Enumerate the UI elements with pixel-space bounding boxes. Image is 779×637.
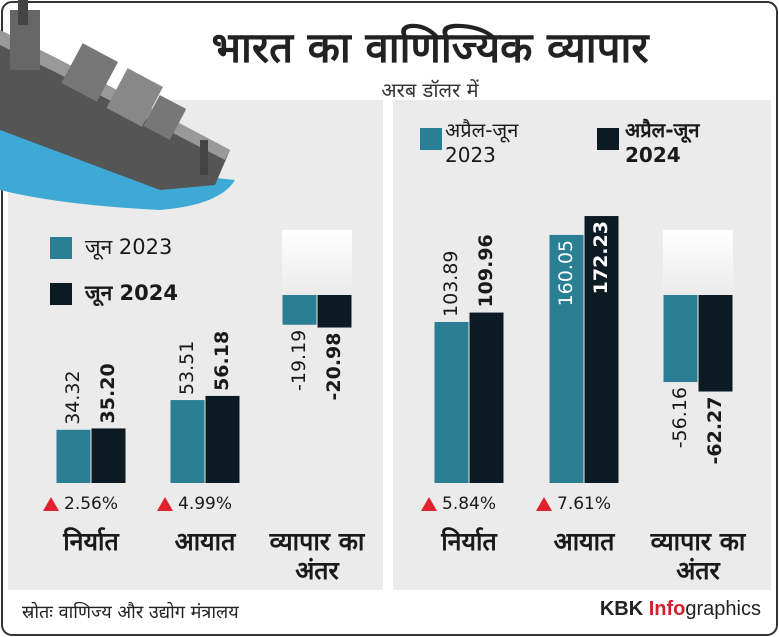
credit-highlight: Info [648,598,686,620]
bar [91,428,126,483]
category-label: व्यापार का अंतर [650,527,746,585]
credit-brand: KBK [599,598,644,620]
value-label: 56.18 [211,331,233,391]
value-label: -19.19 [288,330,310,391]
legend-swatch [50,283,72,305]
category-label: निर्यात [441,527,497,556]
legend-swatch [420,128,442,150]
up-triangle [157,497,173,511]
legend-label: जून 2024 [85,281,178,305]
bar [698,295,733,392]
growth-label: 2.56% [64,494,118,514]
value-label: -56.16 [669,387,691,448]
ship-illustration [0,0,235,210]
value-label: -62.27 [704,397,726,465]
bar [584,216,619,483]
growth-label: 4.99% [178,494,232,514]
source: स्रोतः वाणिज्य और उद्योग मंत्रालय [22,602,239,623]
bar [317,295,352,328]
gap-fade [282,230,352,295]
up-triangle [421,497,437,511]
category-label: आयात [174,527,236,556]
up-triangle [43,497,59,511]
category-label: निर्यात [63,527,119,556]
value-label: 172.23 [590,221,612,294]
legend-swatch [597,128,619,150]
title: भारत का वाणिज्यिक व्यापार [211,23,649,72]
category-label: व्यापार का अंतर [269,527,365,585]
legend-label: जून 2023 [85,235,173,259]
category-label: आयात [553,527,615,556]
credit: KBK Infographics [600,598,761,621]
value-label: 103.89 [440,250,462,316]
bar [549,234,584,483]
bar [434,321,469,483]
bar [170,400,205,483]
gap-fade [663,230,733,295]
subtitle: अरब डॉलर में [381,78,479,102]
value-label: 34.32 [62,370,84,424]
bar [56,429,91,483]
legend-swatch [50,237,72,259]
up-triangle [536,497,552,511]
bar [469,312,504,483]
value-label: 35.20 [97,363,119,423]
legend-label: अप्रैल-जून 2024 [625,118,700,167]
value-label: 109.96 [475,234,497,307]
growth-label: 7.61% [557,494,611,514]
credit-rest: graphics [685,598,761,620]
bar [205,395,240,483]
bar [663,295,698,383]
bar [282,295,317,325]
value-label: 160.05 [555,240,577,306]
value-label: -20.98 [323,333,345,401]
value-label: 53.51 [176,341,198,395]
legend-label: अप्रैल-जून 2023 [445,118,519,167]
growth-label: 5.84% [442,494,496,514]
